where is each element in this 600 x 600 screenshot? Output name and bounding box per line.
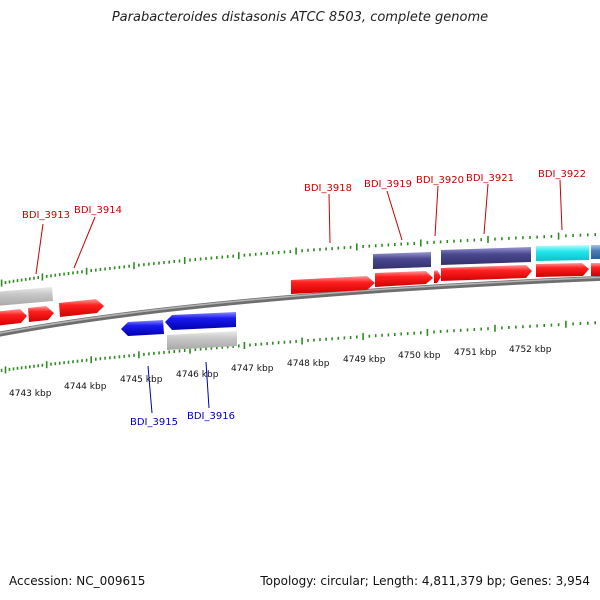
cds-reverse-bdi3915 bbox=[121, 320, 164, 336]
gene-label: BDI_3918 bbox=[304, 183, 352, 194]
cds-forward-left-b bbox=[28, 306, 54, 322]
cds-forward-bdi3914 bbox=[59, 299, 104, 317]
cds-forward-left-a bbox=[0, 309, 27, 326]
gene-label: BDI_3915 bbox=[130, 417, 178, 428]
map-title: Parabacteroides distasonis ATCC 8503, co… bbox=[111, 10, 489, 25]
scale-labels: 4743 kbp 4744 kbp 4745 kbp 4746 kbp 4747… bbox=[9, 345, 552, 399]
cds-forward-bdi3922 bbox=[536, 263, 589, 277]
tick-row-lower bbox=[0, 320, 597, 374]
cds-forward-bdi3919 bbox=[375, 271, 433, 287]
cds-reverse-bdi3916 bbox=[165, 312, 236, 330]
features bbox=[0, 245, 600, 350]
cds-forward-right-edge bbox=[591, 263, 600, 276]
scale-label: 4744 kbp bbox=[64, 382, 107, 392]
scale-label: 4749 kbp bbox=[343, 355, 386, 365]
scale-label: 4748 kbp bbox=[287, 359, 330, 369]
gene-label: BDI_3921 bbox=[466, 173, 514, 184]
feature-gray-bdi3916 bbox=[167, 331, 237, 350]
scale-label: 4751 kbp bbox=[454, 348, 497, 358]
scale-label: 4745 kbp bbox=[120, 375, 163, 385]
gene-label: BDI_3916 bbox=[187, 411, 235, 422]
scale-label: 4746 kbp bbox=[176, 370, 219, 380]
feature-gray-left bbox=[0, 287, 53, 306]
gene-label: BDI_3913 bbox=[22, 210, 70, 221]
scale-label: 4750 kbp bbox=[398, 351, 441, 361]
feature-steel-right-edge bbox=[591, 245, 600, 259]
feature-cyan-bdi3922 bbox=[536, 245, 589, 261]
cds-forward-bdi3918 bbox=[291, 276, 375, 294]
gene-label: BDI_3919 bbox=[364, 179, 412, 190]
backbone bbox=[0, 275, 600, 337]
leader-lines bbox=[35, 179, 563, 414]
gene-label: BDI_3922 bbox=[538, 169, 586, 180]
tick-row-upper bbox=[0, 232, 597, 287]
gene-label: BDI_3920 bbox=[416, 175, 464, 186]
cds-forward-bdi3920 bbox=[434, 270, 441, 283]
gene-labels: BDI_3913 BDI_3914 BDI_3915 BDI_3916 BDI_… bbox=[22, 169, 586, 428]
feature-navy-bdi3921 bbox=[441, 247, 531, 265]
scale-label: 4747 kbp bbox=[231, 364, 274, 374]
scale-label: 4743 kbp bbox=[9, 389, 52, 399]
scale-label: 4752 kbp bbox=[509, 345, 552, 355]
gene-label: BDI_3914 bbox=[74, 205, 122, 216]
cds-forward-bdi3921 bbox=[441, 265, 532, 281]
accession-label: Accession: NC_009615 bbox=[9, 574, 146, 588]
feature-navy-bdi3919 bbox=[373, 252, 431, 269]
genome-summary: Topology: circular; Length: 4,811,379 bp… bbox=[260, 574, 590, 588]
